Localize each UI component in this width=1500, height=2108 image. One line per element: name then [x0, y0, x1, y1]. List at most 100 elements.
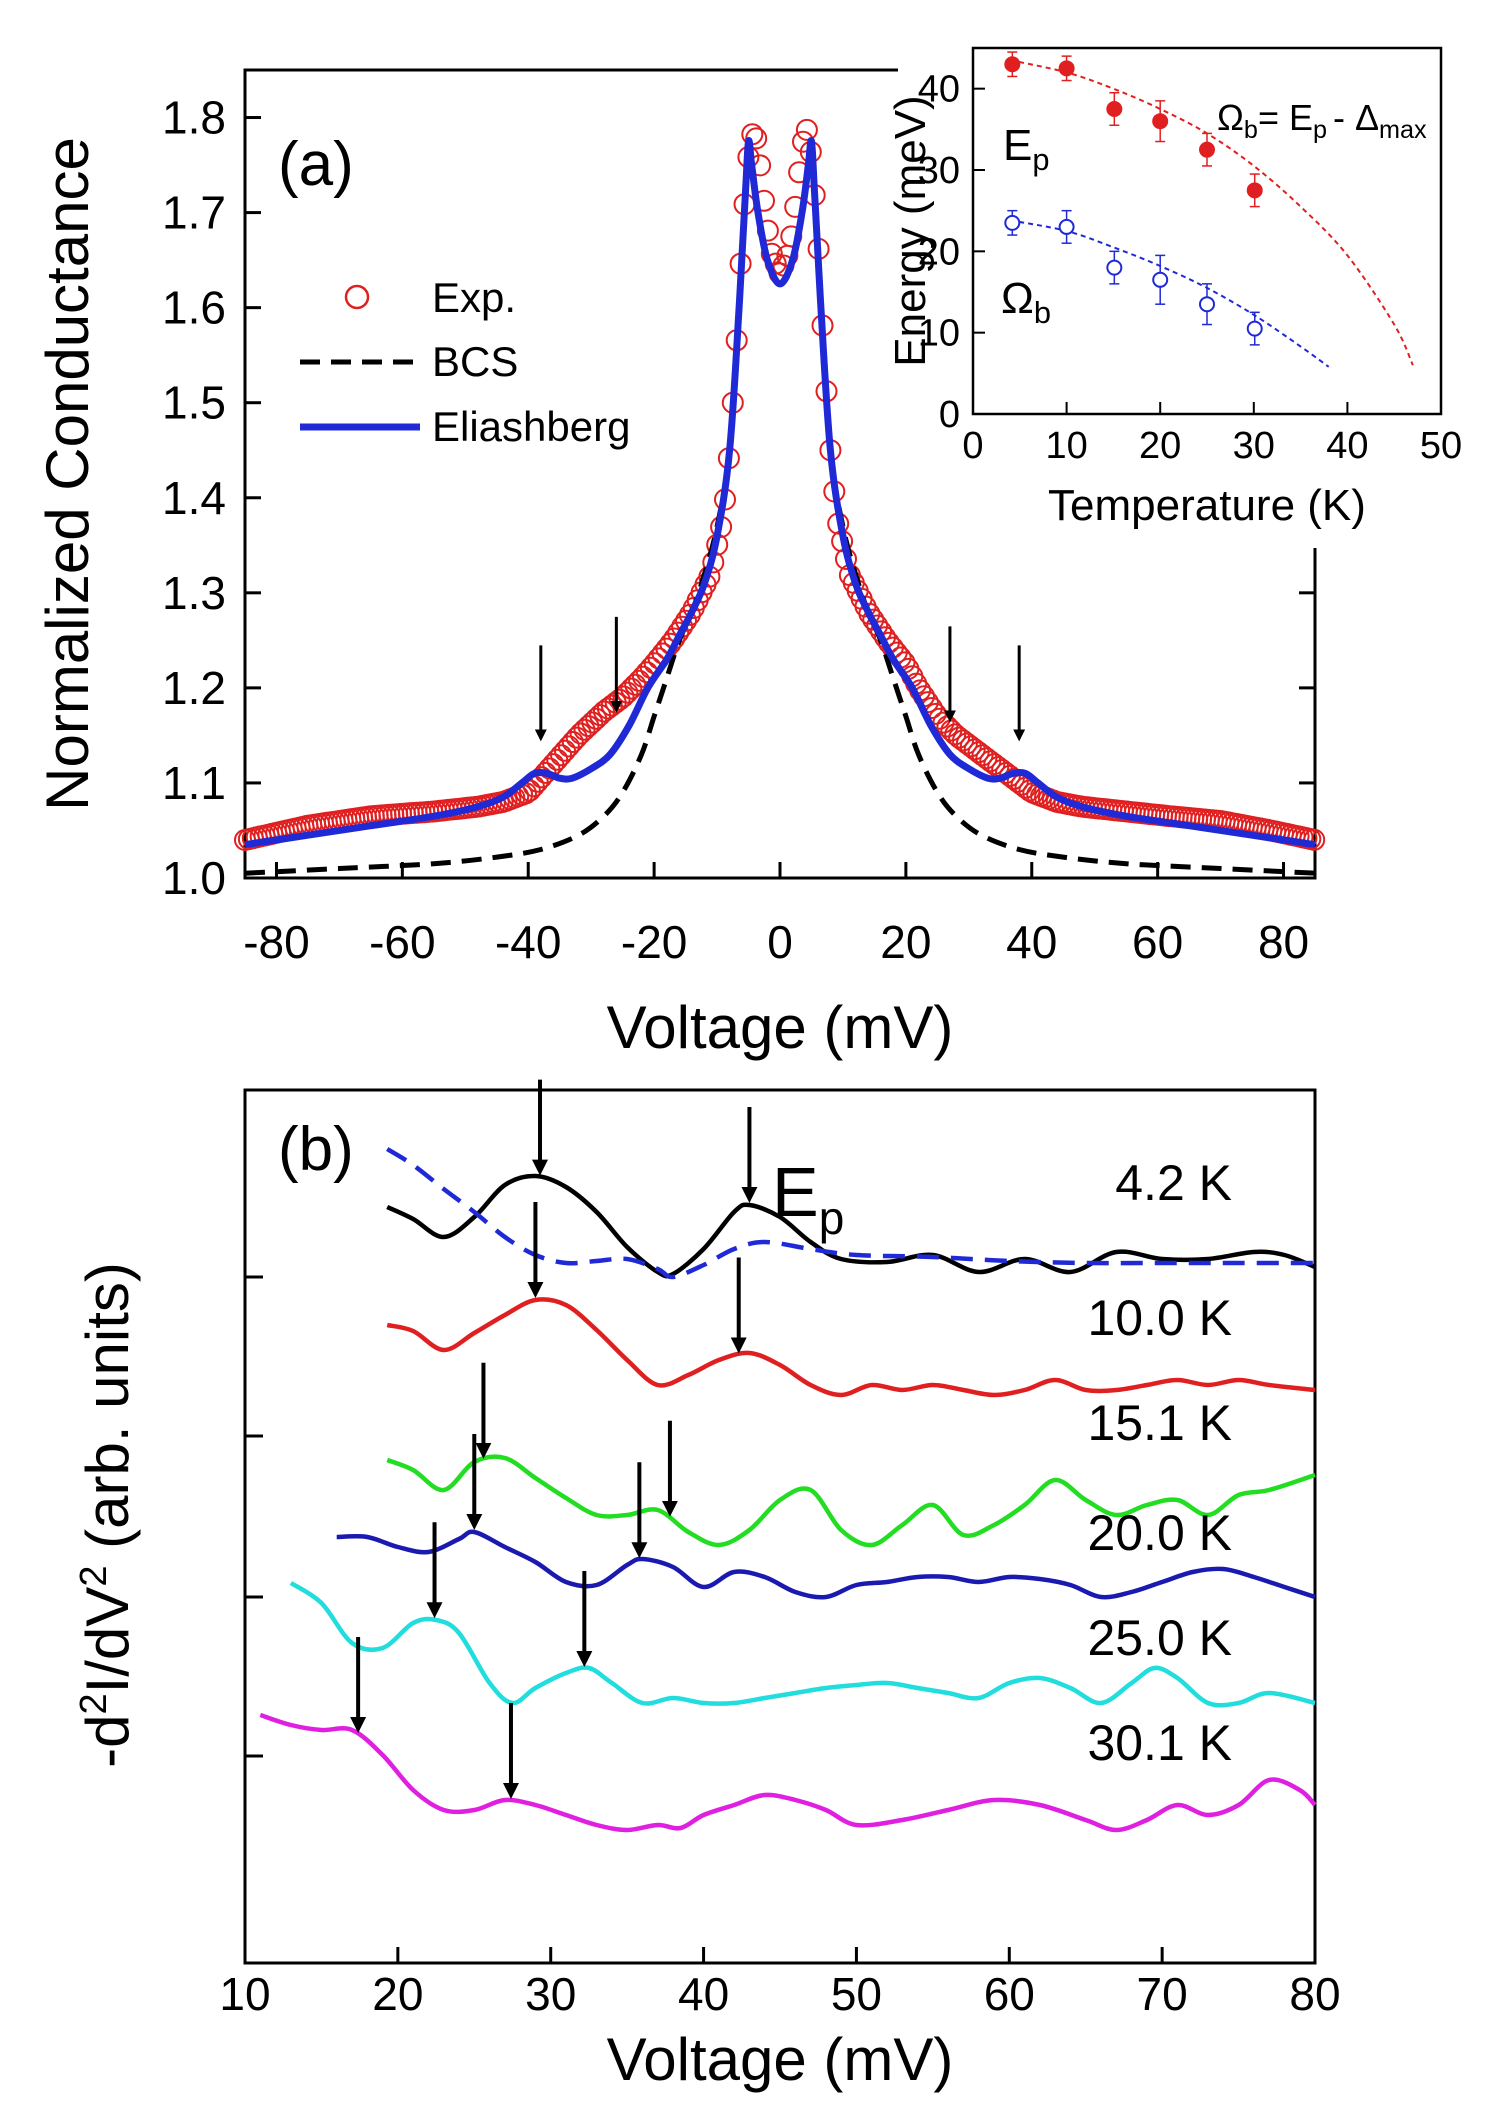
x-tick-label: 50 — [831, 1968, 882, 2020]
inset-x-axis-label: Temperature (K) — [1048, 481, 1366, 530]
y-tick-label: 1.3 — [162, 567, 226, 619]
inset-data-point — [1004, 56, 1021, 73]
panel-b-x-axis-label: Voltage (mV) — [607, 2026, 954, 2093]
legend-exp-marker — [344, 284, 370, 310]
exp-data-point — [581, 711, 604, 734]
exp-data-point — [624, 673, 647, 696]
exp-data-point — [858, 602, 881, 625]
panel-b-plot-area — [259, 1079, 1317, 1833]
inset-x-tick-label: 40 — [1326, 425, 1368, 467]
panel-a-x-axis-label: Voltage (mV) — [607, 994, 954, 1061]
exp-data-point — [550, 744, 573, 767]
inset-data-point — [1152, 271, 1169, 288]
inset-data-point — [1246, 320, 1263, 337]
inset-omega-label: Ωb — [1001, 274, 1051, 330]
inset-series-e-p — [1004, 51, 1414, 366]
x-tick-label: 40 — [678, 1968, 729, 2020]
exp-data-point — [577, 715, 600, 738]
panel-b-x-ticks: 10 20 30 40 50 60 70 80 — [219, 1947, 1341, 2020]
panel-a: -80 -60 -40 -20 0 20 40 60 80 1.0 1.1 1.2 1.3 1.4 1.5… — [34, 68, 1326, 1061]
inset-y-ticks: 0 10 20 30 40 — [918, 69, 985, 436]
y-tick-label: 1.8 — [162, 92, 226, 144]
x-tick-label: 20 — [372, 1968, 423, 2020]
x-tick-label: 70 — [1137, 1968, 1188, 2020]
x-tick-label: 0 — [767, 916, 793, 968]
inset-data-point — [1246, 182, 1263, 199]
exp-data-point — [557, 735, 580, 758]
trace-15-1-k — [386, 1454, 1316, 1548]
y-tick-label: 1.2 — [162, 662, 226, 714]
inset-background — [898, 28, 1458, 548]
legend-bcs-label: BCS — [432, 338, 518, 385]
exp-data-point — [795, 118, 818, 141]
inset-data-point — [1199, 296, 1215, 313]
trace-30-1-k — [259, 1712, 1317, 1833]
exp-data-point — [554, 739, 576, 762]
temperature-label: 25.0 K — [1087, 1610, 1232, 1666]
x-tick-label: 80 — [1258, 916, 1309, 968]
y-tick-label: 1.4 — [162, 472, 226, 524]
panel-a-plot-area — [234, 118, 1326, 876]
x-tick-label: 60 — [984, 1968, 1035, 2020]
eliashberg-line — [244, 136, 1316, 849]
temperature-label: 15.1 K — [1087, 1395, 1232, 1451]
exp-data-point — [620, 677, 643, 700]
inset-y-axis-label: Energy (meV) — [886, 95, 935, 366]
temperature-label: 30.1 K — [1087, 1715, 1232, 1771]
panel-a-y-axis-label: Normalized Conductance — [34, 137, 101, 811]
y-tick-label: 1.5 — [162, 377, 226, 429]
exp-data-point — [546, 748, 569, 771]
y-tick-label: 1.7 — [162, 187, 226, 239]
x-tick-label: -20 — [621, 916, 687, 968]
trace-25-0-k — [289, 1581, 1316, 1708]
inset-x-tick-label: 0 — [962, 425, 983, 467]
panel-b-y-ticks — [245, 1275, 263, 1758]
ep-annotation: Ep — [772, 1153, 844, 1244]
inset-fit-line — [1010, 219, 1330, 368]
panel-b-y-axis-label: -d2I/dV2 (arb. units) — [73, 1262, 141, 1768]
exp-data-point — [948, 726, 971, 749]
temperature-label: 4.2 K — [1115, 1155, 1232, 1211]
inset-ep-label: Ep — [1003, 121, 1050, 177]
exp-data-point — [971, 744, 994, 767]
exp-data-point — [979, 750, 1002, 773]
panel-b-frame — [243, 1088, 1317, 1965]
legend-eliashberg-label: Eliashberg — [432, 403, 630, 450]
inset-x-tick-label: 50 — [1420, 425, 1462, 467]
exp-data-point — [936, 715, 959, 738]
y-tick-label: 1.6 — [162, 282, 226, 334]
x-tick-label: 60 — [1132, 916, 1183, 968]
inset-y-tick-label: 20 — [918, 231, 960, 273]
x-tick-label: 40 — [1006, 916, 1057, 968]
panel-a-label: (a) — [278, 130, 354, 199]
x-tick-label: -40 — [495, 916, 561, 968]
exp-data-point — [612, 685, 635, 708]
panel-b-temperature-labels: 4.2 K 10.0 K 15.1 K 20.0 K 25.0 K 30.1 K — [1087, 1155, 1232, 1771]
trace-4-2-k-eliashberg — [386, 1147, 1315, 1280]
inset-data-point — [1106, 259, 1123, 276]
exp-data-point — [932, 711, 955, 734]
inset-data-point — [1199, 141, 1215, 158]
inset-x-tick-label: 30 — [1233, 425, 1275, 467]
x-tick-label: 30 — [525, 1968, 576, 2020]
y-tick-label: 1.1 — [162, 757, 226, 809]
exp-data-point — [963, 738, 986, 761]
x-tick-label: -80 — [243, 916, 309, 968]
inset-fit-line — [1010, 59, 1414, 366]
inset-data-point — [1152, 113, 1169, 130]
x-tick-label: 80 — [1289, 1968, 1340, 2020]
inset-panel: 0 10 20 30 40 50 0 10 20 30 40 Ep Ωb Ωb= Ep - Δmax… — [886, 28, 1462, 548]
temperature-label: 20.0 K — [1087, 1505, 1232, 1561]
inset-data-point — [1058, 60, 1075, 77]
inset-frame — [971, 46, 1443, 416]
exp-data-point — [955, 732, 978, 755]
inset-data-point — [1004, 214, 1021, 231]
trace-20-0-k — [336, 1529, 1316, 1600]
panel-a-legend: Exp. BCS Eliashberg — [300, 274, 630, 450]
inset-x-tick-label: 20 — [1139, 425, 1181, 467]
inset-data-point — [1106, 101, 1123, 117]
panel-b-label: (b) — [278, 1115, 354, 1184]
inset-plot-area — [1004, 51, 1414, 368]
trace-10-0-k — [386, 1297, 1316, 1398]
